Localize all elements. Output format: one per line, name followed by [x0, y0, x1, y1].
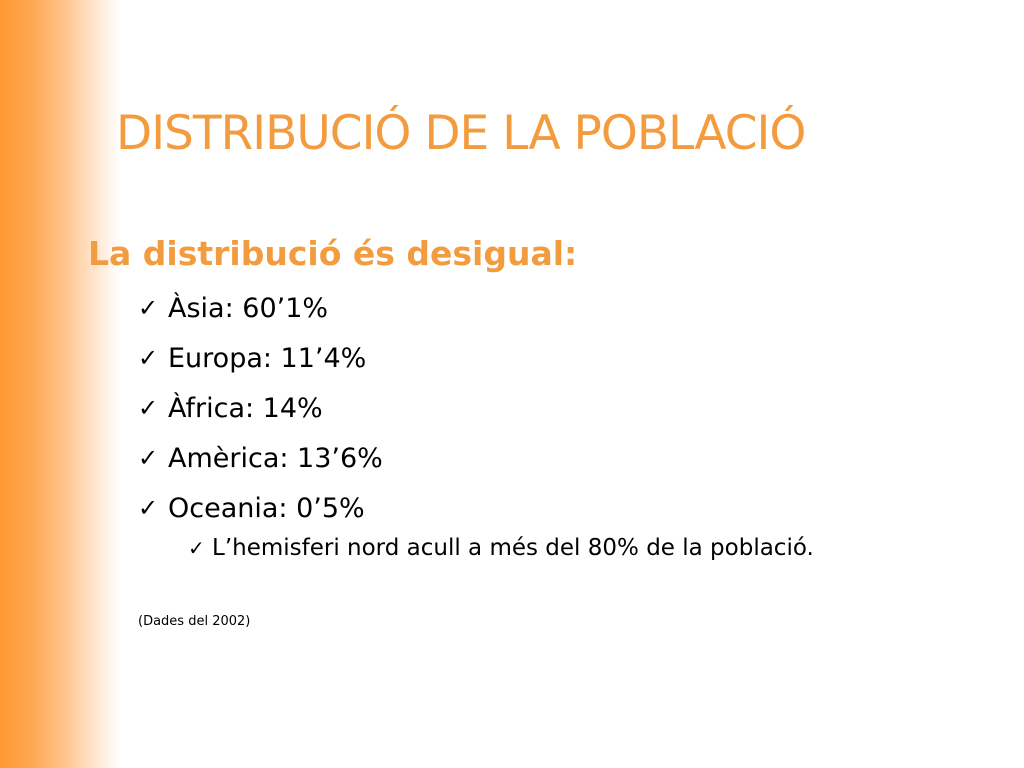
checkmark-icon: ✓ — [188, 536, 205, 560]
bullet-item-europa: ✓ Europa: 11’4% — [138, 333, 383, 383]
bullet-text: Oceania: 0’5% — [168, 492, 365, 524]
slide-title: DISTRIBUCIÓ DE LA POBLACIÓ — [116, 106, 806, 161]
bullet-list: ✓ Àsia: 60’1% ✓ Europa: 11’4% ✓ Àfrica: … — [138, 283, 383, 533]
bullet-text: Àfrica: 14% — [168, 392, 323, 424]
sub-bullet-item: ✓ L’hemisferi nord acull a més del 80% d… — [188, 528, 814, 568]
bullet-item-asia: ✓ Àsia: 60’1% — [138, 283, 383, 333]
bullet-text: Àsia: 60’1% — [168, 292, 329, 324]
checkmark-icon: ✓ — [138, 494, 159, 522]
bullet-text: Amèrica: 13’6% — [168, 442, 383, 474]
bullet-item-africa: ✓ Àfrica: 14% — [138, 383, 383, 433]
checkmark-icon: ✓ — [138, 294, 159, 322]
sub-bullet-text: L’hemisferi nord acull a més del 80% de … — [212, 535, 814, 561]
intro-heading: La distribució és desigual: — [88, 234, 578, 273]
decorative-side-bar — [0, 0, 120, 768]
checkmark-icon: ✓ — [138, 444, 159, 472]
bullet-item-oceania: ✓ Oceania: 0’5% — [138, 483, 383, 533]
data-source-note: (Dades del 2002) — [138, 614, 251, 629]
checkmark-icon: ✓ — [138, 344, 159, 372]
bullet-text: Europa: 11’4% — [168, 342, 367, 374]
checkmark-icon: ✓ — [138, 394, 159, 422]
bullet-item-america: ✓ Amèrica: 13’6% — [138, 433, 383, 483]
